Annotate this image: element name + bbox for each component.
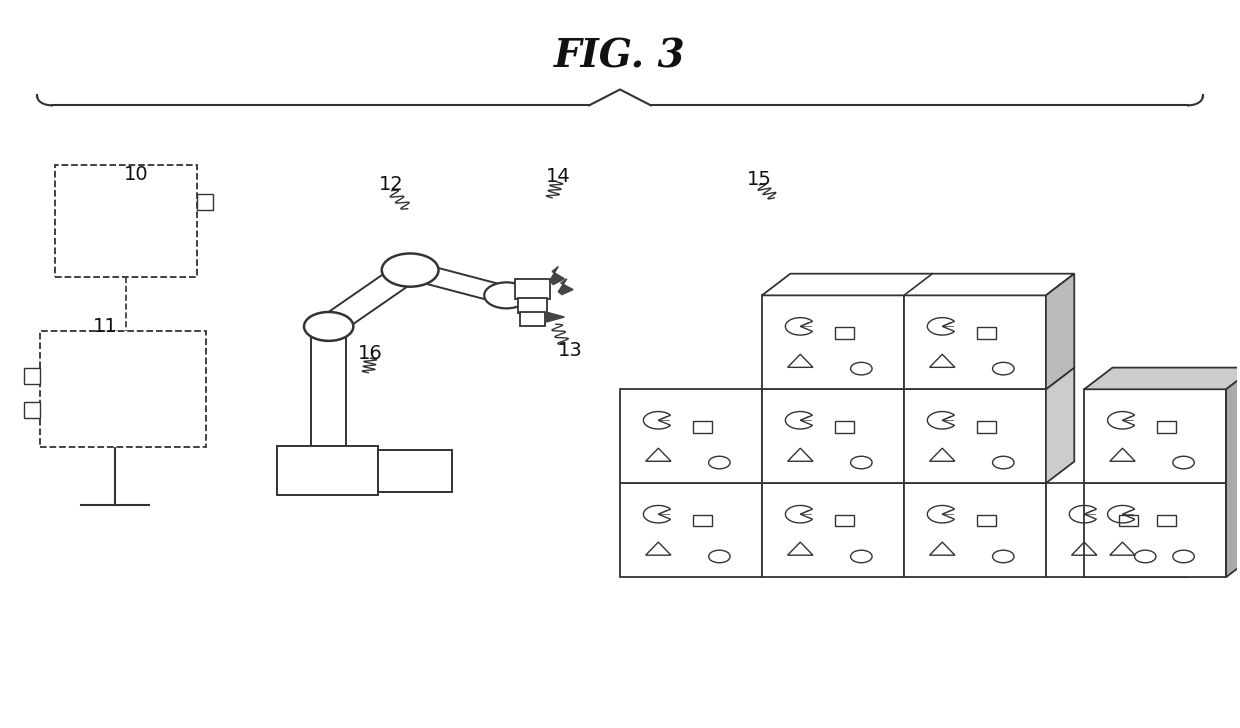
- Polygon shape: [378, 450, 453, 492]
- Polygon shape: [1084, 483, 1226, 577]
- Polygon shape: [404, 262, 512, 304]
- Polygon shape: [1045, 483, 1188, 577]
- Polygon shape: [517, 298, 547, 314]
- Polygon shape: [904, 483, 1045, 577]
- Polygon shape: [620, 389, 761, 483]
- Text: 15: 15: [748, 170, 773, 189]
- Text: FIG. 3: FIG. 3: [554, 38, 686, 76]
- Polygon shape: [55, 165, 197, 277]
- Text: 11: 11: [93, 317, 118, 336]
- Polygon shape: [277, 446, 378, 496]
- Polygon shape: [761, 483, 904, 577]
- Polygon shape: [515, 279, 549, 299]
- Polygon shape: [316, 264, 423, 333]
- Polygon shape: [1084, 389, 1226, 483]
- Circle shape: [382, 253, 439, 287]
- Polygon shape: [761, 274, 1074, 296]
- Polygon shape: [761, 296, 904, 389]
- Polygon shape: [311, 328, 346, 451]
- Text: 16: 16: [358, 344, 383, 363]
- Polygon shape: [549, 266, 564, 285]
- Text: 10: 10: [124, 165, 149, 184]
- Polygon shape: [546, 312, 564, 322]
- Polygon shape: [904, 389, 1045, 483]
- Polygon shape: [40, 331, 207, 447]
- Polygon shape: [1084, 368, 1240, 389]
- Circle shape: [304, 312, 353, 341]
- Text: 13: 13: [558, 341, 583, 360]
- Polygon shape: [620, 483, 761, 577]
- Circle shape: [484, 282, 528, 309]
- Polygon shape: [24, 368, 40, 384]
- Text: 14: 14: [546, 167, 570, 186]
- Polygon shape: [520, 312, 544, 326]
- Polygon shape: [197, 194, 212, 210]
- Polygon shape: [24, 403, 40, 418]
- Polygon shape: [1045, 368, 1074, 483]
- Polygon shape: [761, 389, 904, 483]
- Text: 12: 12: [379, 175, 404, 194]
- Polygon shape: [1226, 368, 1240, 577]
- Polygon shape: [1045, 274, 1074, 389]
- Polygon shape: [904, 296, 1045, 389]
- Polygon shape: [558, 279, 573, 295]
